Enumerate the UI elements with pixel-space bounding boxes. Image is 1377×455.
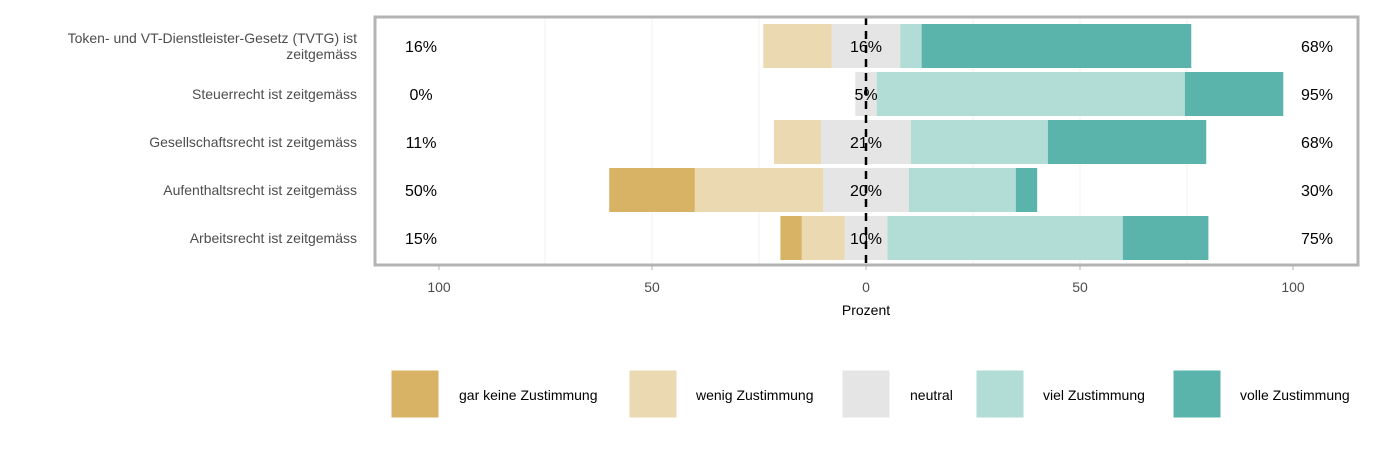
legend-swatch: [841, 369, 891, 419]
right-percent-label: 75%: [1301, 231, 1333, 248]
neutral-percent-label: 16%: [850, 39, 882, 56]
bar-segment: [921, 24, 1192, 68]
right-percent-label: 68%: [1301, 39, 1333, 56]
legend-swatch: [1172, 369, 1222, 419]
bar-segment: [609, 168, 695, 212]
category-label: zeitgemäss: [286, 46, 357, 62]
bar-segment: [1047, 120, 1207, 164]
right-percent-label: 30%: [1301, 183, 1333, 200]
legend-label: gar keine Zustimmung: [459, 387, 598, 403]
legend-label: neutral: [910, 387, 953, 403]
tick-label: 0: [862, 279, 870, 295]
legend-swatch: [975, 369, 1025, 419]
left-percent-label: 0%: [409, 87, 432, 104]
category-label: Token- und VT-Dienstleister-Gesetz (TVTG…: [68, 30, 358, 46]
tick-label: 100: [1281, 279, 1305, 295]
bar-segment: [773, 120, 822, 164]
left-percent-label: 50%: [405, 183, 437, 200]
legend-label: wenig Zustimmung: [695, 387, 814, 403]
left-percent-label: 16%: [405, 39, 437, 56]
legend-swatch: [628, 369, 678, 419]
tick-label: 100: [427, 279, 451, 295]
bar-segment: [780, 216, 802, 260]
bar-segment: [910, 120, 1048, 164]
category-label: Steuerrecht ist zeitgemäss: [192, 86, 357, 102]
x-axis-title: Prozent: [842, 302, 890, 318]
percent-labels: 16% 16% 68% 0% 5% 95% 11% 21% 68% 50% 20% 30% 15% 10%…: [405, 39, 1333, 248]
right-percent-label: 95%: [1301, 87, 1333, 104]
bar-segment: [1184, 72, 1284, 116]
category-label: Gesellschaftsrecht ist zeitgemäss: [149, 134, 357, 150]
neutral-percent-label: 10%: [850, 231, 882, 248]
bar-segment: [821, 120, 911, 164]
bar-segment: [876, 72, 1185, 116]
bar-segment: [801, 216, 845, 260]
right-percent-label: 68%: [1301, 135, 1333, 152]
legend-swatch: [390, 369, 440, 419]
bars: [609, 24, 1284, 260]
category-label: Arbeitsrecht ist zeitgemäss: [190, 230, 357, 246]
bar-segment: [887, 216, 1123, 260]
legend-label: volle Zustimmung: [1240, 387, 1350, 403]
left-percent-label: 11%: [406, 135, 437, 152]
tick-label: 50: [644, 279, 660, 295]
plot-frame: [373, 15, 1360, 267]
bar-segment: [844, 216, 888, 260]
neutral-percent-label: 5%: [854, 87, 877, 104]
bar-segment: [900, 24, 922, 68]
bar-segment: [1122, 216, 1209, 260]
legend-label: viel Zustimmung: [1043, 387, 1145, 403]
neutral-percent-label: 20%: [850, 183, 882, 200]
tick-label: 50: [1072, 279, 1088, 295]
bar-segment: [694, 168, 824, 212]
category-label: Aufenthaltsrecht ist zeitgemäss: [163, 182, 357, 198]
bar-segment: [908, 168, 1016, 212]
legend: gar keine Zustimmung wenig Zustimmung neut…: [390, 369, 1350, 419]
neutral-percent-label: 21%: [850, 135, 882, 152]
row-labels: Token- und VT-Dienstleister-Gesetz (TVTG…: [68, 30, 358, 246]
bar-segment: [763, 24, 832, 68]
x-axis-ticks: 100 50 0 50 100: [427, 266, 1305, 295]
left-percent-label: 15%: [405, 231, 437, 248]
bar-segment: [1015, 168, 1038, 212]
